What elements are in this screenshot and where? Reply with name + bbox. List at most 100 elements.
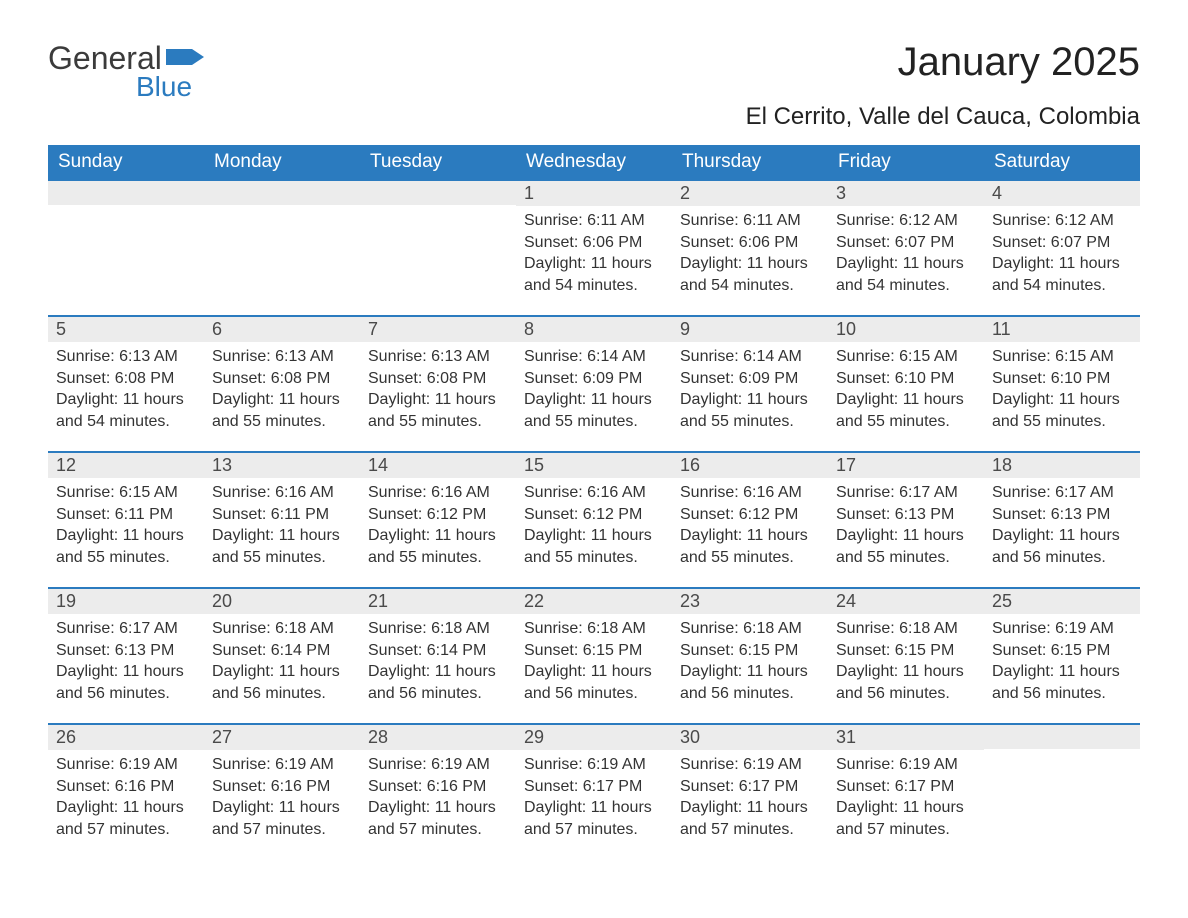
logo: General Blue <box>48 40 204 103</box>
day-number: 28 <box>360 723 516 750</box>
sunrise-line: Sunrise: 6:17 AM <box>56 618 196 640</box>
day-number: 27 <box>204 723 360 750</box>
day-number: 5 <box>48 315 204 342</box>
day-details: Sunrise: 6:14 AMSunset: 6:09 PMDaylight:… <box>516 342 672 442</box>
calendar-cell: 19Sunrise: 6:17 AMSunset: 6:13 PMDayligh… <box>48 587 204 723</box>
daylight-line: Daylight: 11 hours and 55 minutes. <box>836 389 976 432</box>
daylight-label: Daylight: <box>212 799 274 816</box>
sunset-line: Sunset: 6:17 PM <box>524 776 664 798</box>
sunset-value: 6:09 PM <box>583 370 643 387</box>
sunset-line: Sunset: 6:09 PM <box>680 368 820 390</box>
sunset-line: Sunset: 6:15 PM <box>836 640 976 662</box>
day-number: 26 <box>48 723 204 750</box>
sunrise-value: 6:18 AM <box>587 620 646 637</box>
calendar-table: SundayMondayTuesdayWednesdayThursdayFrid… <box>48 145 1140 859</box>
sunset-line: Sunset: 6:16 PM <box>368 776 508 798</box>
calendar-cell: 31Sunrise: 6:19 AMSunset: 6:17 PMDayligh… <box>828 723 984 859</box>
day-number: 9 <box>672 315 828 342</box>
daylight-label: Daylight: <box>992 391 1054 408</box>
sunset-value: 6:17 PM <box>895 778 955 795</box>
day-details: Sunrise: 6:17 AMSunset: 6:13 PMDaylight:… <box>984 478 1140 578</box>
sunrise-label: Sunrise: <box>368 484 427 501</box>
sunset-label: Sunset: <box>680 642 734 659</box>
sunset-label: Sunset: <box>56 642 110 659</box>
sunset-line: Sunset: 6:12 PM <box>524 504 664 526</box>
daylight-label: Daylight: <box>524 799 586 816</box>
sunset-label: Sunset: <box>524 234 578 251</box>
sunrise-value: 6:18 AM <box>431 620 490 637</box>
weekday-header: Tuesday <box>360 145 516 179</box>
calendar-cell: 10Sunrise: 6:15 AMSunset: 6:10 PMDayligh… <box>828 315 984 451</box>
sunrise-label: Sunrise: <box>524 756 583 773</box>
day-number: 11 <box>984 315 1140 342</box>
day-number: 8 <box>516 315 672 342</box>
sunset-label: Sunset: <box>368 642 422 659</box>
location-subtitle: El Cerrito, Valle del Cauca, Colombia <box>746 103 1140 131</box>
day-details: Sunrise: 6:18 AMSunset: 6:14 PMDaylight:… <box>204 614 360 714</box>
daylight-line: Daylight: 11 hours and 56 minutes. <box>212 661 352 704</box>
day-details: Sunrise: 6:19 AMSunset: 6:16 PMDaylight:… <box>360 750 516 850</box>
day-number <box>48 179 204 205</box>
daylight-line: Daylight: 11 hours and 55 minutes. <box>56 525 196 568</box>
sunrise-value: 6:15 AM <box>1055 348 1114 365</box>
sunrise-label: Sunrise: <box>212 756 271 773</box>
sunrise-line: Sunrise: 6:13 AM <box>56 346 196 368</box>
sunset-line: Sunset: 6:11 PM <box>56 504 196 526</box>
daylight-line: Daylight: 11 hours and 56 minutes. <box>524 661 664 704</box>
sunrise-label: Sunrise: <box>56 484 115 501</box>
calendar-cell: 21Sunrise: 6:18 AMSunset: 6:14 PMDayligh… <box>360 587 516 723</box>
daylight-label: Daylight: <box>524 391 586 408</box>
sunrise-line: Sunrise: 6:15 AM <box>56 482 196 504</box>
sunrise-label: Sunrise: <box>212 348 271 365</box>
calendar-cell: 24Sunrise: 6:18 AMSunset: 6:15 PMDayligh… <box>828 587 984 723</box>
sunrise-value: 6:11 AM <box>587 212 645 229</box>
sunrise-value: 6:17 AM <box>899 484 958 501</box>
day-details: Sunrise: 6:17 AMSunset: 6:13 PMDaylight:… <box>828 478 984 578</box>
sunrise-value: 6:16 AM <box>431 484 490 501</box>
daylight-label: Daylight: <box>680 391 742 408</box>
sunrise-value: 6:12 AM <box>1055 212 1114 229</box>
sunrise-label: Sunrise: <box>992 212 1051 229</box>
sunrise-line: Sunrise: 6:16 AM <box>680 482 820 504</box>
day-details: Sunrise: 6:12 AMSunset: 6:07 PMDaylight:… <box>828 206 984 306</box>
day-details: Sunrise: 6:18 AMSunset: 6:14 PMDaylight:… <box>360 614 516 714</box>
sunrise-label: Sunrise: <box>836 212 895 229</box>
calendar-cell: 12Sunrise: 6:15 AMSunset: 6:11 PMDayligh… <box>48 451 204 587</box>
day-number: 1 <box>516 179 672 206</box>
sunset-value: 6:15 PM <box>895 642 955 659</box>
sunset-line: Sunset: 6:15 PM <box>524 640 664 662</box>
day-details: Sunrise: 6:19 AMSunset: 6:17 PMDaylight:… <box>672 750 828 850</box>
calendar-cell: 9Sunrise: 6:14 AMSunset: 6:09 PMDaylight… <box>672 315 828 451</box>
day-number <box>984 723 1140 749</box>
day-number: 21 <box>360 587 516 614</box>
sunset-label: Sunset: <box>56 778 110 795</box>
daylight-label: Daylight: <box>56 799 118 816</box>
daylight-line: Daylight: 11 hours and 56 minutes. <box>836 661 976 704</box>
sunset-label: Sunset: <box>368 506 422 523</box>
calendar-cell <box>204 179 360 315</box>
day-details: Sunrise: 6:16 AMSunset: 6:11 PMDaylight:… <box>204 478 360 578</box>
sunrise-line: Sunrise: 6:16 AM <box>368 482 508 504</box>
sunset-line: Sunset: 6:17 PM <box>680 776 820 798</box>
month-title: January 2025 <box>746 40 1140 85</box>
daylight-label: Daylight: <box>992 663 1054 680</box>
sunrise-value: 6:16 AM <box>587 484 646 501</box>
day-details: Sunrise: 6:16 AMSunset: 6:12 PMDaylight:… <box>672 478 828 578</box>
calendar-cell <box>984 723 1140 859</box>
sunset-label: Sunset: <box>992 506 1046 523</box>
daylight-line: Daylight: 11 hours and 56 minutes. <box>680 661 820 704</box>
sunset-label: Sunset: <box>680 778 734 795</box>
day-details: Sunrise: 6:17 AMSunset: 6:13 PMDaylight:… <box>48 614 204 714</box>
daylight-label: Daylight: <box>836 255 898 272</box>
sunrise-label: Sunrise: <box>836 756 895 773</box>
daylight-line: Daylight: 11 hours and 57 minutes. <box>56 797 196 840</box>
sunset-line: Sunset: 6:06 PM <box>524 232 664 254</box>
sunrise-label: Sunrise: <box>680 212 739 229</box>
sunrise-value: 6:13 AM <box>275 348 334 365</box>
sunrise-value: 6:11 AM <box>743 212 801 229</box>
sunset-line: Sunset: 6:13 PM <box>992 504 1132 526</box>
daylight-line: Daylight: 11 hours and 55 minutes. <box>212 525 352 568</box>
sunset-line: Sunset: 6:14 PM <box>368 640 508 662</box>
calendar-cell: 6Sunrise: 6:13 AMSunset: 6:08 PMDaylight… <box>204 315 360 451</box>
daylight-line: Daylight: 11 hours and 57 minutes. <box>524 797 664 840</box>
